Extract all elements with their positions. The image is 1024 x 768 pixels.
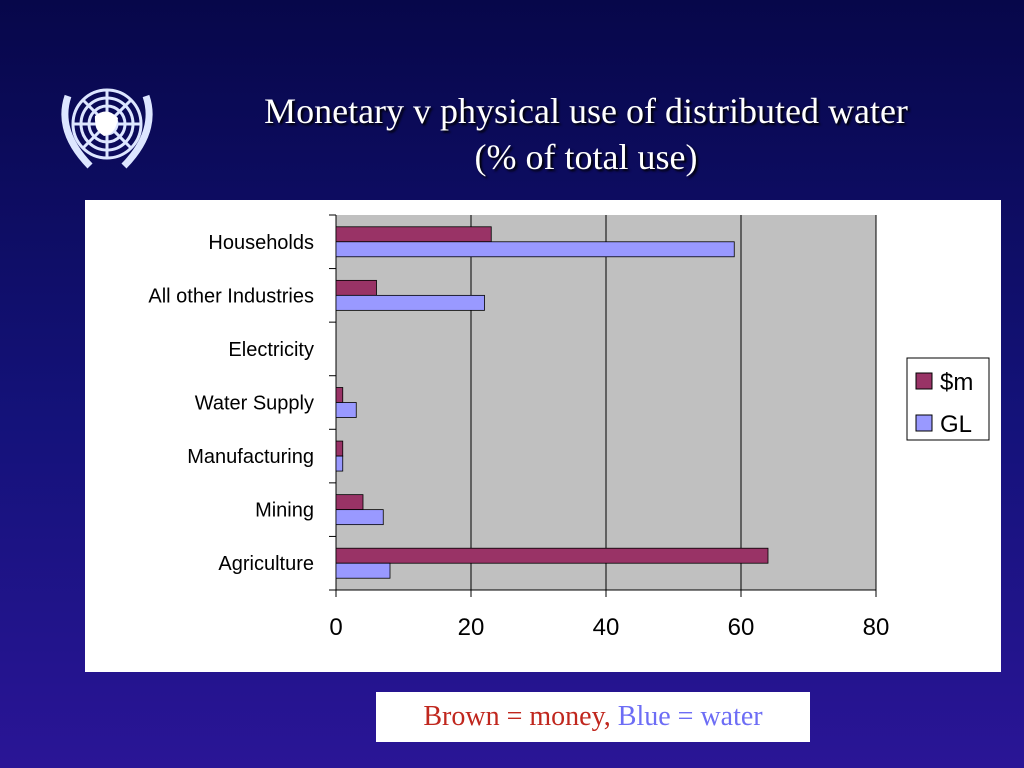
- bar-gl: [335, 455, 344, 472]
- bar-money: [335, 547, 769, 564]
- legend-swatch: [915, 414, 933, 432]
- x-tick-label: 40: [593, 614, 620, 641]
- category-label: Mining: [255, 500, 314, 522]
- bar-chart: 0 20 40 60 80 Households All other Industries E…: [148, 214, 990, 641]
- chart-panel: 0 20 40 60 80 Households All other Industries E…: [85, 200, 1001, 672]
- x-tick-label: 0: [329, 614, 342, 641]
- bar-money: [335, 279, 377, 296]
- x-tick-label: 60: [728, 614, 755, 641]
- title-line-1: Monetary v physical use of distributed w…: [264, 91, 908, 131]
- slide-title: Monetary v physical use of distributed w…: [180, 88, 992, 180]
- legend-label: $m: [940, 369, 973, 396]
- legend-swatch: [915, 372, 933, 390]
- x-tick-label: 20: [458, 614, 485, 641]
- bar-gl: [335, 402, 357, 418]
- caption-water: Blue = water: [617, 701, 763, 732]
- bar-money: [335, 387, 344, 403]
- x-tick-label: 80: [863, 614, 890, 641]
- bar-money: [335, 226, 492, 243]
- category-label: Water Supply: [195, 393, 314, 415]
- bar-gl: [335, 562, 391, 579]
- bar-money: [335, 494, 364, 511]
- bar-money: [335, 440, 344, 457]
- bar-gl: [335, 294, 485, 311]
- category-label: Electricity: [228, 339, 314, 361]
- color-key-caption: Brown = money, Blue = water: [376, 692, 810, 742]
- bar-gl: [335, 241, 735, 258]
- category-label: Manufacturing: [187, 446, 314, 468]
- title-line-2: (% of total use): [474, 137, 698, 177]
- category-label: Agriculture: [218, 553, 314, 575]
- un-emblem-logo: [61, 88, 153, 169]
- category-label: All other Industries: [148, 285, 314, 307]
- category-label: Households: [208, 232, 314, 254]
- caption-money: Brown = money,: [423, 701, 611, 732]
- legend-label: GL: [940, 411, 972, 438]
- bar-gl: [335, 509, 384, 526]
